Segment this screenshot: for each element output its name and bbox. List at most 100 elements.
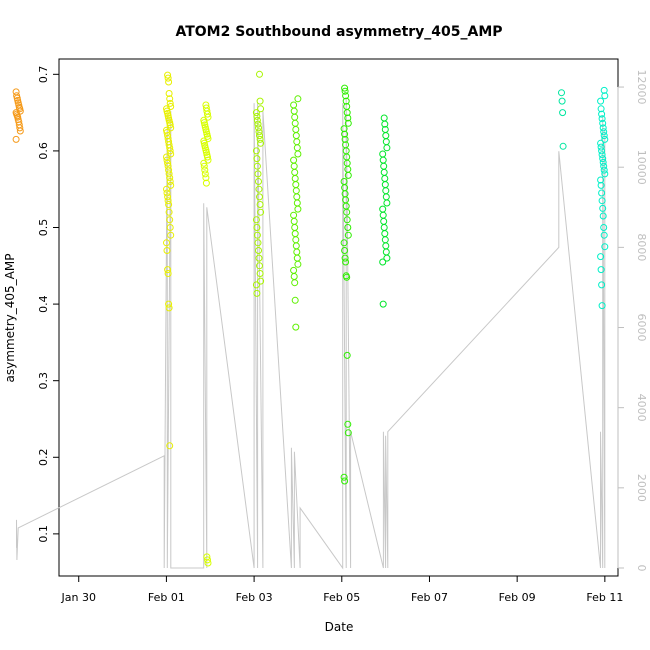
y-tick-label: 0.4 (37, 295, 50, 313)
data-point (291, 168, 299, 176)
chart-title: ATOM2 Southbound asymmetry_405_AMP (175, 24, 502, 40)
data-point (600, 162, 608, 170)
data-point (598, 197, 606, 205)
data-point (343, 273, 351, 281)
data-point (167, 231, 175, 239)
data-point (341, 135, 349, 143)
data-point (290, 266, 298, 274)
data-point (558, 97, 566, 105)
data-point (600, 166, 608, 174)
data-point (294, 205, 302, 213)
data-point (167, 124, 175, 132)
data-point (559, 142, 567, 150)
data-point (292, 126, 300, 133)
x-tick-label: Feb 07 (411, 591, 448, 604)
data-point (600, 224, 608, 231)
data-point (166, 147, 174, 155)
data-point (16, 127, 24, 135)
data-point (293, 199, 301, 207)
data-point (379, 211, 387, 219)
data-point (256, 270, 264, 277)
data-point (380, 224, 388, 231)
data-point (163, 239, 170, 247)
data-point (381, 181, 389, 189)
data-point (255, 247, 262, 254)
data-point (344, 224, 352, 231)
data-point (204, 559, 212, 567)
data-point (599, 124, 607, 132)
data-point (599, 119, 607, 127)
data-point (379, 150, 387, 158)
data-point (202, 179, 210, 187)
data-point (600, 128, 608, 136)
data-point (600, 231, 608, 239)
data-point (257, 208, 265, 216)
data-point (341, 477, 349, 485)
y-tick-label: 0.7 (37, 66, 50, 84)
data-point (340, 473, 348, 481)
data-point (257, 139, 265, 147)
data-point (344, 429, 352, 437)
data-point (597, 176, 605, 184)
data-point (382, 248, 390, 256)
data-point (600, 86, 608, 94)
data-point (252, 216, 260, 224)
data-point (383, 144, 391, 152)
data-point (380, 114, 388, 122)
data-point (254, 239, 262, 247)
data-point (601, 243, 609, 251)
data-point (256, 193, 263, 201)
data-point (253, 231, 261, 239)
data-point (292, 187, 300, 195)
data-point (599, 204, 607, 212)
data-point (379, 258, 387, 266)
data-point (165, 300, 173, 308)
data-point (12, 135, 20, 143)
data-point (597, 266, 605, 274)
y2-tick-label: 12000 (635, 70, 648, 105)
series-2 (200, 101, 212, 567)
data-point (293, 144, 301, 152)
y-tick-label: 0.2 (37, 449, 50, 467)
data-point (166, 224, 174, 231)
series-6 (379, 114, 391, 308)
x-axis-label: Date (325, 620, 354, 634)
data-point (380, 162, 388, 170)
data-point (165, 208, 173, 216)
series-4 (290, 95, 302, 331)
data-point (256, 201, 264, 208)
data-point (166, 99, 174, 107)
data-point (599, 212, 607, 220)
data-point (291, 175, 299, 182)
secondary-y-axis: 0 2000 4000 6000 8000 10000 12000 (617, 70, 648, 571)
data-point (381, 236, 389, 244)
data-point (163, 247, 171, 254)
data-point (341, 247, 349, 254)
data-point (381, 120, 389, 128)
data-point (165, 90, 173, 97)
data-point (597, 139, 605, 147)
data-point (253, 116, 261, 124)
data-point (291, 113, 299, 121)
data-point (598, 189, 606, 197)
x-tick-label: Feb 03 (236, 591, 273, 604)
data-point (257, 105, 265, 113)
data-point (294, 150, 302, 158)
data-point (382, 138, 390, 146)
data-point (597, 253, 605, 261)
data-point (164, 270, 172, 277)
data-point (252, 281, 260, 289)
data-point (291, 279, 299, 287)
data-point (164, 197, 172, 205)
data-point (601, 135, 609, 143)
data-point (255, 128, 263, 136)
data-point (256, 262, 263, 270)
data-point (204, 556, 211, 564)
data-point (558, 89, 565, 97)
data-point (292, 181, 300, 189)
data-point (382, 242, 390, 250)
data-point (291, 224, 299, 231)
data-point (293, 248, 301, 256)
data-point (601, 170, 609, 178)
data-point (343, 109, 351, 117)
